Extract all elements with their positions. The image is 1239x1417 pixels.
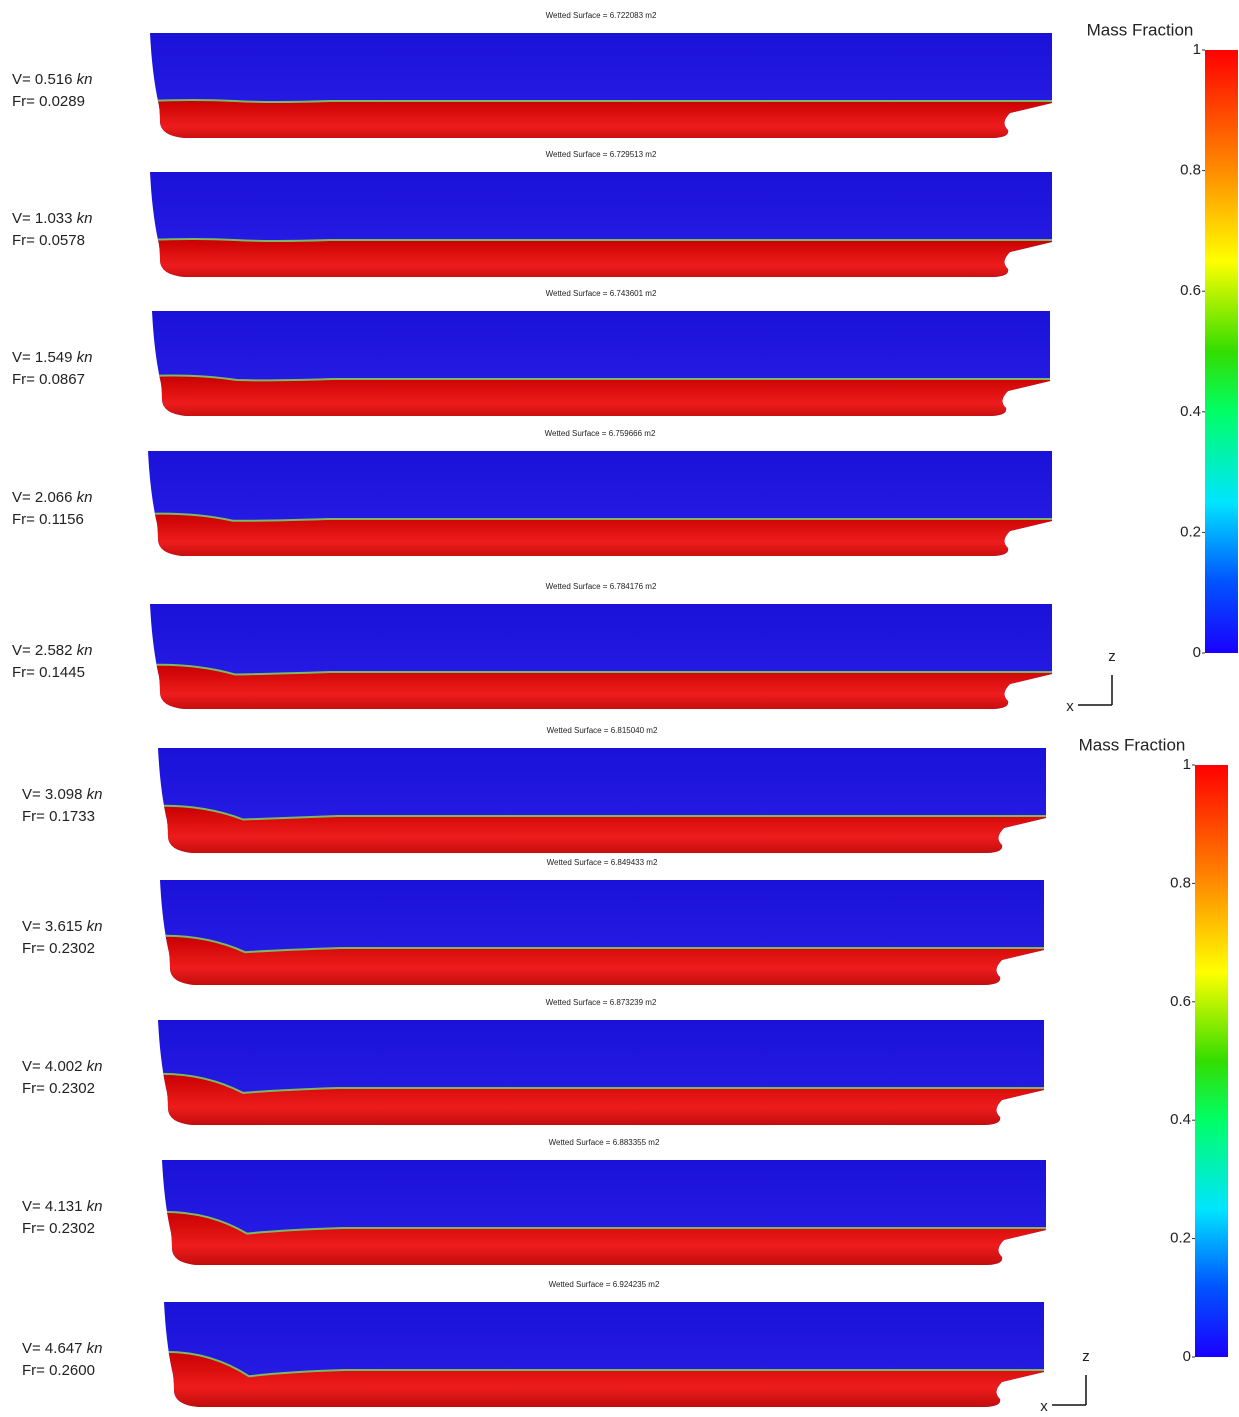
speed-label: V= 0.516 kn [12, 71, 92, 88]
hull-panel: Wetted Surface = 6.784176 m2 V= 2.582 kn F… [12, 582, 1057, 724]
hull-panel: Wetted Surface = 6.883355 m2 V= 4.131 kn F… [22, 1138, 1051, 1280]
colorbar: Mass Fraction 1 0.8 0.6 0.4 0.2 0 z x [1066, 20, 1238, 714]
hull-water [145, 100, 1057, 153]
froude-label: Fr= 0.1445 [12, 664, 85, 681]
froude-label: Fr= 0.0578 [12, 232, 85, 249]
speed-unit: kn [87, 786, 103, 803]
figure: Wetted Surface = 6.722083 m2 V= 0.516 kn F… [0, 0, 1239, 1412]
hull-water [145, 239, 1057, 292]
hull-panel: Wetted Surface = 6.722083 m2 V= 0.516 kn F… [12, 11, 1057, 153]
speed-label: V= 3.098 kn [22, 786, 102, 803]
speed-value: V= 4.647 [22, 1340, 82, 1357]
froude-label: Fr= 0.2302 [22, 1080, 95, 1097]
speed-value: V= 1.033 [12, 210, 72, 227]
froude-label: Fr= 0.2302 [22, 940, 95, 957]
colorbar-tick-label: 1 [1193, 41, 1201, 58]
froude-label: Fr= 0.2302 [22, 1220, 95, 1237]
colorbar-tick-label: 1 [1183, 756, 1191, 773]
axis-z-label: z [1108, 648, 1116, 665]
colorbar: Mass Fraction 1 0.8 0.6 0.4 0.2 0 z x [1040, 735, 1228, 1412]
panel-title: Wetted Surface = 6.743601 m2 [546, 289, 657, 298]
hull-water [143, 514, 1057, 571]
speed-label: V= 2.582 kn [12, 642, 92, 659]
colorbar-tick-label: 0.6 [1180, 282, 1201, 299]
speed-value: V= 4.131 [22, 1198, 82, 1215]
speed-label: V= 1.033 kn [12, 210, 92, 227]
colorbar-gradient [1205, 50, 1238, 653]
speed-label: V= 2.066 kn [12, 489, 92, 506]
speed-unit: kn [77, 489, 93, 506]
colorbar-tick-label: 0 [1183, 1348, 1191, 1365]
froude-label: Fr= 0.0867 [12, 371, 85, 388]
axis-z-label: z [1082, 1348, 1090, 1365]
colorbar-tick-label: 0.2 [1170, 1230, 1191, 1247]
hull-panel: Wetted Surface = 6.729513 m2 V= 1.033 kn F… [12, 150, 1057, 292]
panel-title: Wetted Surface = 6.759666 m2 [545, 429, 656, 438]
colorbar-tick-label: 0.8 [1170, 874, 1191, 891]
speed-unit: kn [87, 1340, 103, 1357]
speed-label: V= 4.647 kn [22, 1340, 102, 1357]
colorbar-tick-label: 0.6 [1170, 993, 1191, 1010]
hull-panel: Wetted Surface = 6.815040 m2 V= 3.098 kn F… [22, 726, 1051, 868]
panel-title: Wetted Surface = 6.784176 m2 [546, 582, 657, 591]
colorbar-tick-label: 0.2 [1180, 523, 1201, 540]
panel-title: Wetted Surface = 6.729513 m2 [546, 150, 657, 159]
colorbar-gradient [1195, 765, 1228, 1357]
panel-title: Wetted Surface = 6.849433 m2 [547, 858, 658, 867]
colorbar-tick-label: 0.4 [1180, 403, 1201, 420]
speed-value: V= 0.516 [12, 71, 72, 88]
speed-label: V= 4.002 kn [22, 1058, 102, 1075]
froude-label: Fr= 0.2600 [22, 1362, 95, 1379]
hull-panel: Wetted Surface = 6.924235 m2 V= 4.647 kn F… [22, 1280, 1049, 1412]
hull-panel: Wetted Surface = 6.759666 m2 V= 2.066 kn F… [12, 429, 1057, 571]
panel-title: Wetted Surface = 6.924235 m2 [549, 1280, 660, 1289]
axis-x-label: x [1066, 698, 1074, 715]
speed-unit: kn [77, 210, 93, 227]
speed-value: V= 2.066 [12, 489, 72, 506]
speed-unit: kn [77, 71, 93, 88]
panel-title: Wetted Surface = 6.722083 m2 [546, 11, 657, 20]
speed-unit: kn [87, 1058, 103, 1075]
colorbar-tick-label: 0.8 [1180, 162, 1201, 179]
hull-water [147, 376, 1055, 431]
froude-label: Fr= 0.1733 [22, 808, 95, 825]
hull-panel: Wetted Surface = 6.743601 m2 V= 1.549 kn F… [12, 289, 1055, 431]
colorbar-title: Mass Fraction [1079, 735, 1186, 754]
hull-panel: Wetted Surface = 6.849433 m2 V= 3.615 kn F… [22, 858, 1049, 1000]
panel-title: Wetted Surface = 6.815040 m2 [547, 726, 658, 735]
froude-label: Fr= 0.1156 [12, 511, 84, 528]
speed-label: V= 4.131 kn [22, 1198, 102, 1215]
speed-value: V= 4.002 [22, 1058, 82, 1075]
panel-title: Wetted Surface = 6.883355 m2 [549, 1138, 660, 1147]
froude-label: Fr= 0.0289 [12, 93, 85, 110]
speed-label: V= 1.549 kn [12, 349, 92, 366]
colorbar-tick-label: 0 [1193, 644, 1201, 661]
speed-unit: kn [77, 349, 93, 366]
speed-unit: kn [77, 642, 93, 659]
speed-unit: kn [87, 918, 103, 935]
hull-panel: Wetted Surface = 6.873239 m2 V= 4.002 kn F… [22, 998, 1049, 1140]
speed-value: V= 3.098 [22, 786, 82, 803]
speed-value: V= 1.549 [12, 349, 72, 366]
speed-value: V= 2.582 [12, 642, 72, 659]
colorbar-tick-label: 0.4 [1170, 1111, 1191, 1128]
colorbar-title: Mass Fraction [1087, 20, 1194, 39]
speed-unit: kn [87, 1198, 103, 1215]
axis-x-label: x [1040, 1398, 1048, 1412]
panel-title: Wetted Surface = 6.873239 m2 [546, 998, 657, 1007]
speed-label: V= 3.615 kn [22, 918, 102, 935]
speed-value: V= 3.615 [22, 918, 82, 935]
